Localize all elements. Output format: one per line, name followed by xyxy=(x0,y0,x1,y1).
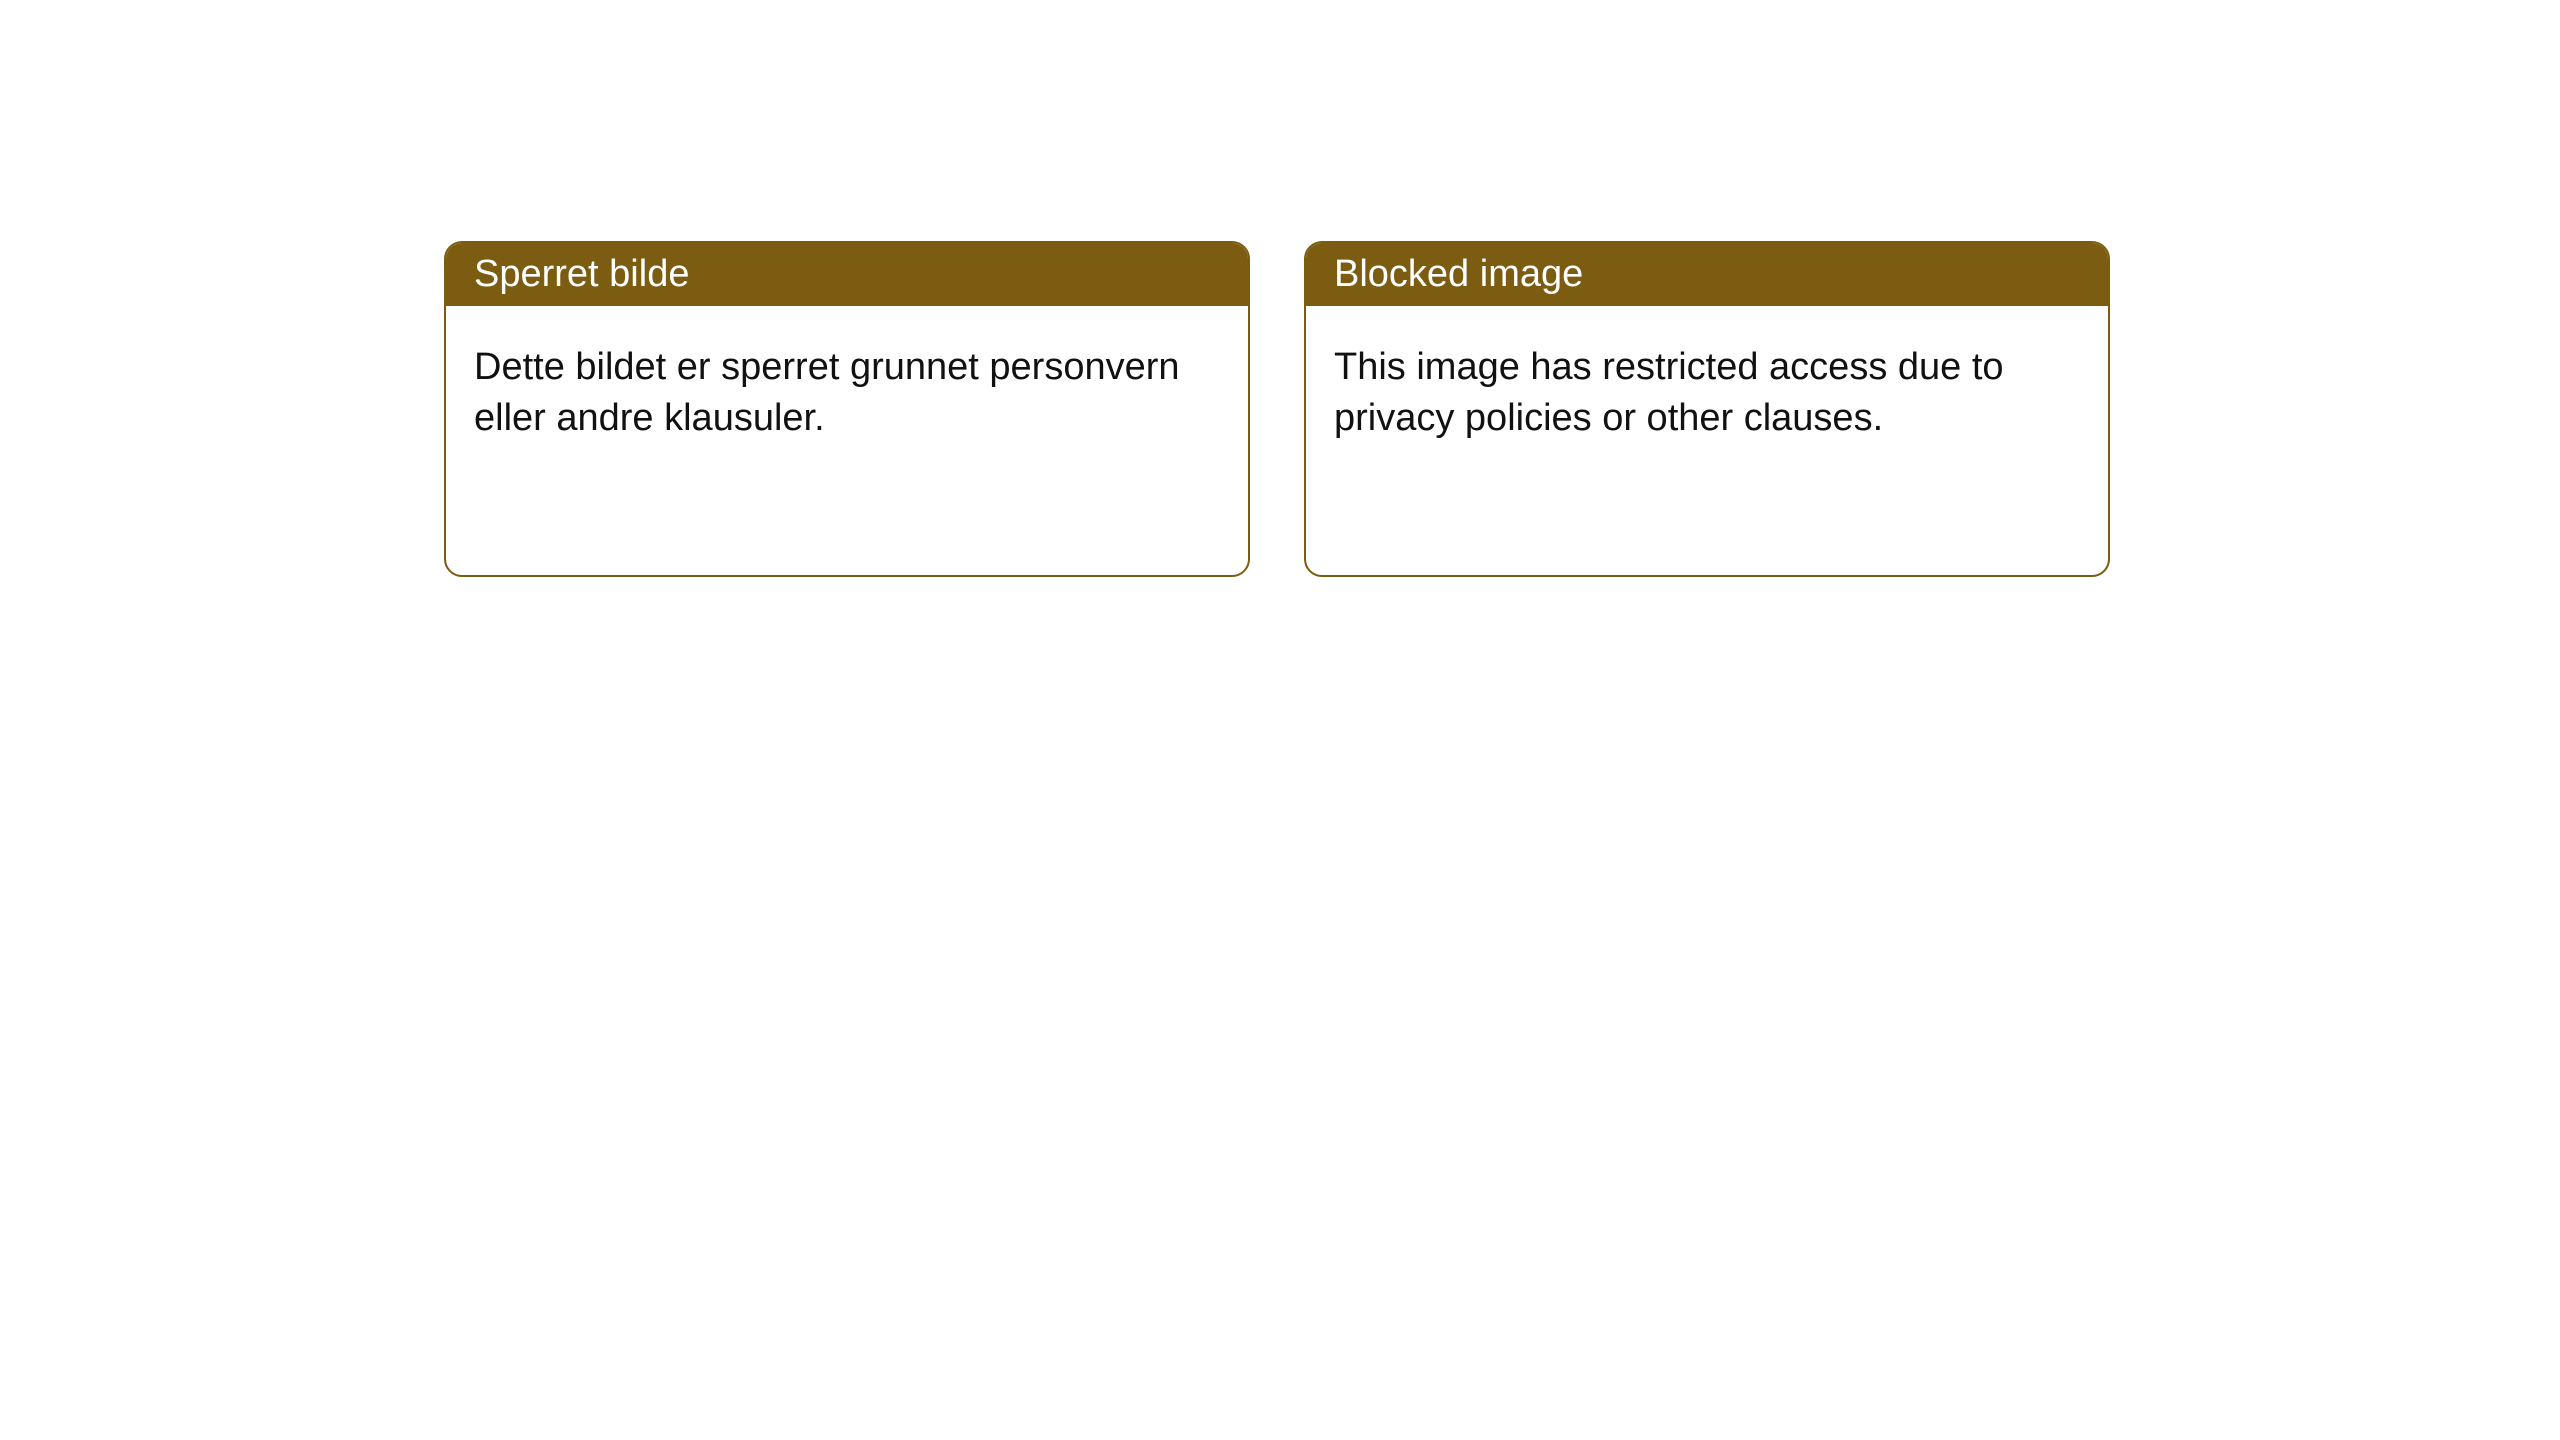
notice-header: Blocked image xyxy=(1306,243,2108,306)
notice-title: Sperret bilde xyxy=(474,253,689,295)
notice-box-english: Blocked image This image has restricted … xyxy=(1304,241,2110,577)
notice-body-text: This image has restricted access due to … xyxy=(1334,346,2004,439)
notice-body: Dette bildet er sperret grunnet personve… xyxy=(446,306,1248,481)
notice-container: Sperret bilde Dette bildet er sperret gr… xyxy=(0,0,2560,577)
notice-body: This image has restricted access due to … xyxy=(1306,306,2108,481)
notice-box-norwegian: Sperret bilde Dette bildet er sperret gr… xyxy=(444,241,1250,577)
notice-body-text: Dette bildet er sperret grunnet personve… xyxy=(474,346,1180,439)
notice-title: Blocked image xyxy=(1334,253,1583,295)
notice-header: Sperret bilde xyxy=(446,243,1248,306)
